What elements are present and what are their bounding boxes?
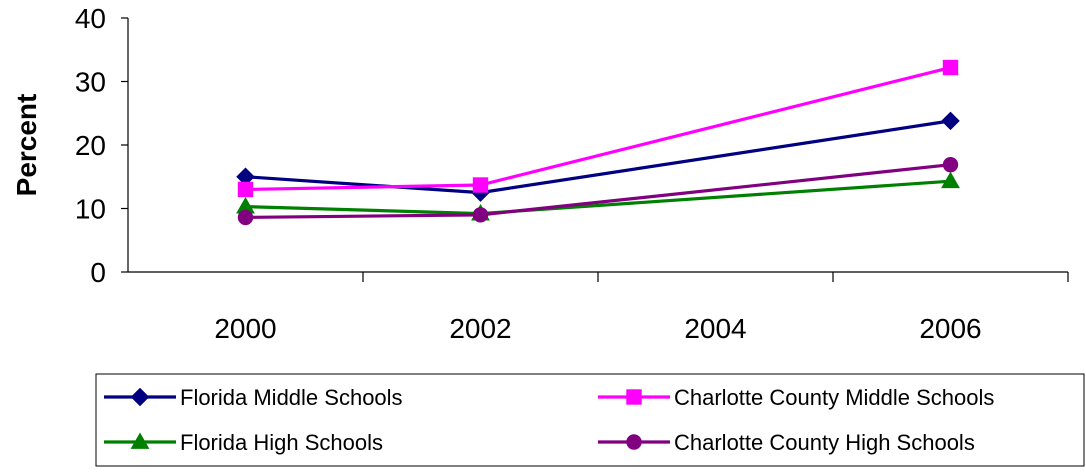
data-point-marker xyxy=(941,111,960,131)
series-line xyxy=(245,65,951,192)
data-point-marker xyxy=(941,171,960,189)
axes-group xyxy=(127,18,1068,273)
data-point-marker xyxy=(942,156,959,173)
legend-swatch-marker xyxy=(626,389,642,405)
legend-swatch-marker xyxy=(130,432,150,449)
x-tick-label: 2000 xyxy=(214,313,276,344)
series-markers-group xyxy=(236,59,960,226)
legend-label: Charlotte County High Schools xyxy=(674,430,975,455)
legend-box xyxy=(95,373,1085,467)
data-point-marker xyxy=(237,209,254,226)
data-point-marker xyxy=(942,59,959,76)
y-tick-label: 0 xyxy=(90,257,106,288)
data-point-marker xyxy=(237,181,254,198)
legend-swatch-marker xyxy=(626,434,642,450)
x-ticks-group: 2000 2002 2004 2006 xyxy=(214,272,1069,344)
series-lines-group xyxy=(245,65,951,219)
y-ticks-group: 0 10 20 30 40 xyxy=(75,3,128,288)
y-tick-label: 30 xyxy=(75,67,106,98)
legend-label: Florida High Schools xyxy=(180,430,383,455)
x-tick-label: 2006 xyxy=(919,313,981,344)
data-point-marker xyxy=(472,177,489,193)
legend-swatch-marker xyxy=(130,387,150,407)
x-tick-label: 2004 xyxy=(684,313,746,344)
legend-label: Florida Middle Schools xyxy=(180,385,403,410)
y-tick-label: 10 xyxy=(75,194,106,225)
x-tick-label: 2002 xyxy=(449,313,511,344)
y-axis-label: Percent xyxy=(11,94,42,197)
y-tick-label: 40 xyxy=(75,3,106,34)
legend-label: Charlotte County Middle Schools xyxy=(674,385,994,410)
data-point-marker xyxy=(472,207,489,223)
legend: Florida Middle Schools Charlotte County M… xyxy=(95,373,1085,467)
y-tick-label: 20 xyxy=(75,130,106,161)
